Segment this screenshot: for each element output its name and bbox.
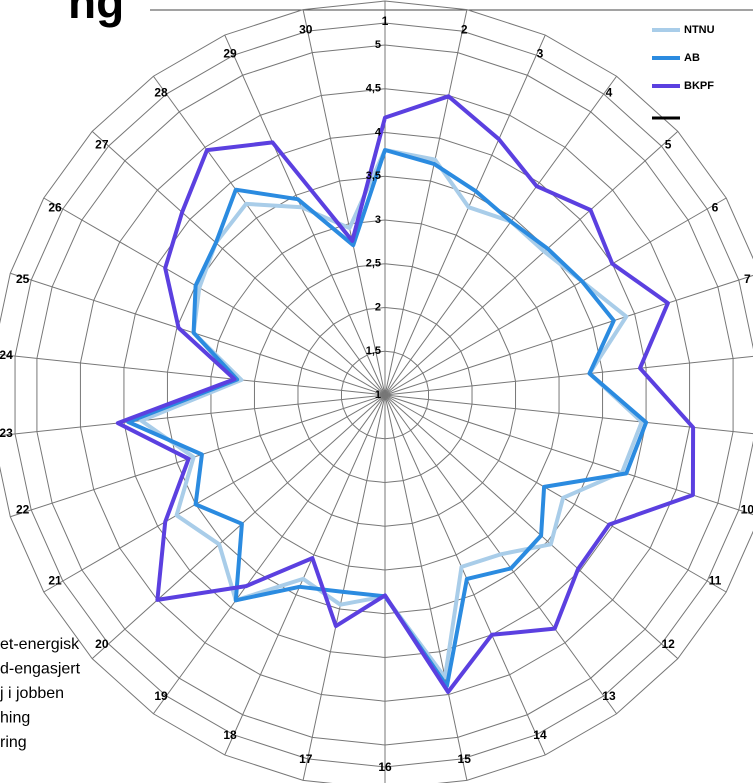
spoke (384, 355, 753, 396)
category-label: 18 (223, 728, 237, 742)
r-tick-label: 1,5 (366, 345, 381, 357)
spoke (43, 197, 386, 396)
category-label: 28 (154, 85, 168, 99)
spoke (302, 394, 386, 781)
legend-label: NTNU (684, 24, 715, 36)
spoke (384, 130, 679, 396)
category-label: 21 (48, 574, 62, 588)
spoke (384, 75, 617, 396)
r-tick-label: 3,5 (366, 170, 381, 182)
r-tick-label: 4,5 (366, 83, 381, 95)
category-label: 1 (382, 14, 389, 28)
category-label: 25 (16, 272, 30, 286)
category-label: 6 (712, 201, 719, 215)
category-label: 11 (709, 574, 722, 588)
spoke (384, 34, 546, 396)
category-label: 20 (95, 637, 109, 651)
category-label: 12 (661, 637, 675, 651)
spoke (384, 394, 727, 593)
category-label: 19 (154, 689, 168, 703)
r-tick-label: 5 (375, 39, 381, 51)
spoke (153, 394, 386, 715)
spoke (384, 197, 727, 396)
category-label: 10 (741, 502, 753, 516)
category-label: 5 (665, 138, 672, 152)
category-label: 30 (299, 22, 313, 36)
spoke (384, 394, 546, 756)
legend-label: AB (684, 52, 700, 64)
category-label: 24 (0, 348, 13, 362)
r-tick-label: 2 (375, 301, 381, 313)
spoke (384, 9, 468, 396)
note: et-energisk (0, 636, 80, 653)
r-tick-label: 4 (375, 126, 382, 138)
spoke (224, 34, 386, 396)
spoke (43, 394, 386, 593)
spoke (384, 274, 753, 396)
spoke (91, 394, 386, 660)
category-label: 3 (537, 46, 544, 60)
spoke (153, 75, 386, 396)
r-tick-label: 2,5 (366, 258, 381, 270)
category-label: 13 (602, 689, 616, 703)
spoke (91, 130, 386, 396)
series-line (115, 94, 696, 694)
r-tick-label: 3 (375, 214, 381, 226)
category-label: 16 (378, 760, 392, 774)
category-label: 26 (48, 201, 62, 215)
note: ring (0, 734, 27, 751)
spoke (384, 394, 679, 660)
category-label: 23 (0, 426, 13, 440)
spoke (0, 394, 386, 436)
spoke (302, 9, 386, 396)
category-label: 4 (606, 85, 613, 99)
note: d-engasjert (0, 661, 81, 678)
spoke (384, 394, 468, 781)
category-label: 22 (16, 502, 30, 516)
spoke (0, 354, 386, 396)
r-tick-label: 1 (375, 389, 381, 401)
legend-label: BKPF (684, 80, 714, 92)
note: j i jobben (0, 685, 64, 702)
category-label: 15 (458, 752, 472, 766)
category-label: 27 (95, 138, 109, 152)
category-label: 7 (744, 272, 751, 286)
spoke (384, 394, 753, 516)
category-label: 17 (299, 752, 313, 766)
spoke (384, 394, 753, 435)
spoke (224, 394, 386, 756)
note: hing (0, 710, 30, 727)
category-label: 14 (533, 728, 547, 742)
category-label: 29 (223, 46, 237, 60)
spoke (10, 394, 386, 518)
category-label: 2 (461, 22, 468, 36)
chart-title: ng (68, 0, 124, 28)
